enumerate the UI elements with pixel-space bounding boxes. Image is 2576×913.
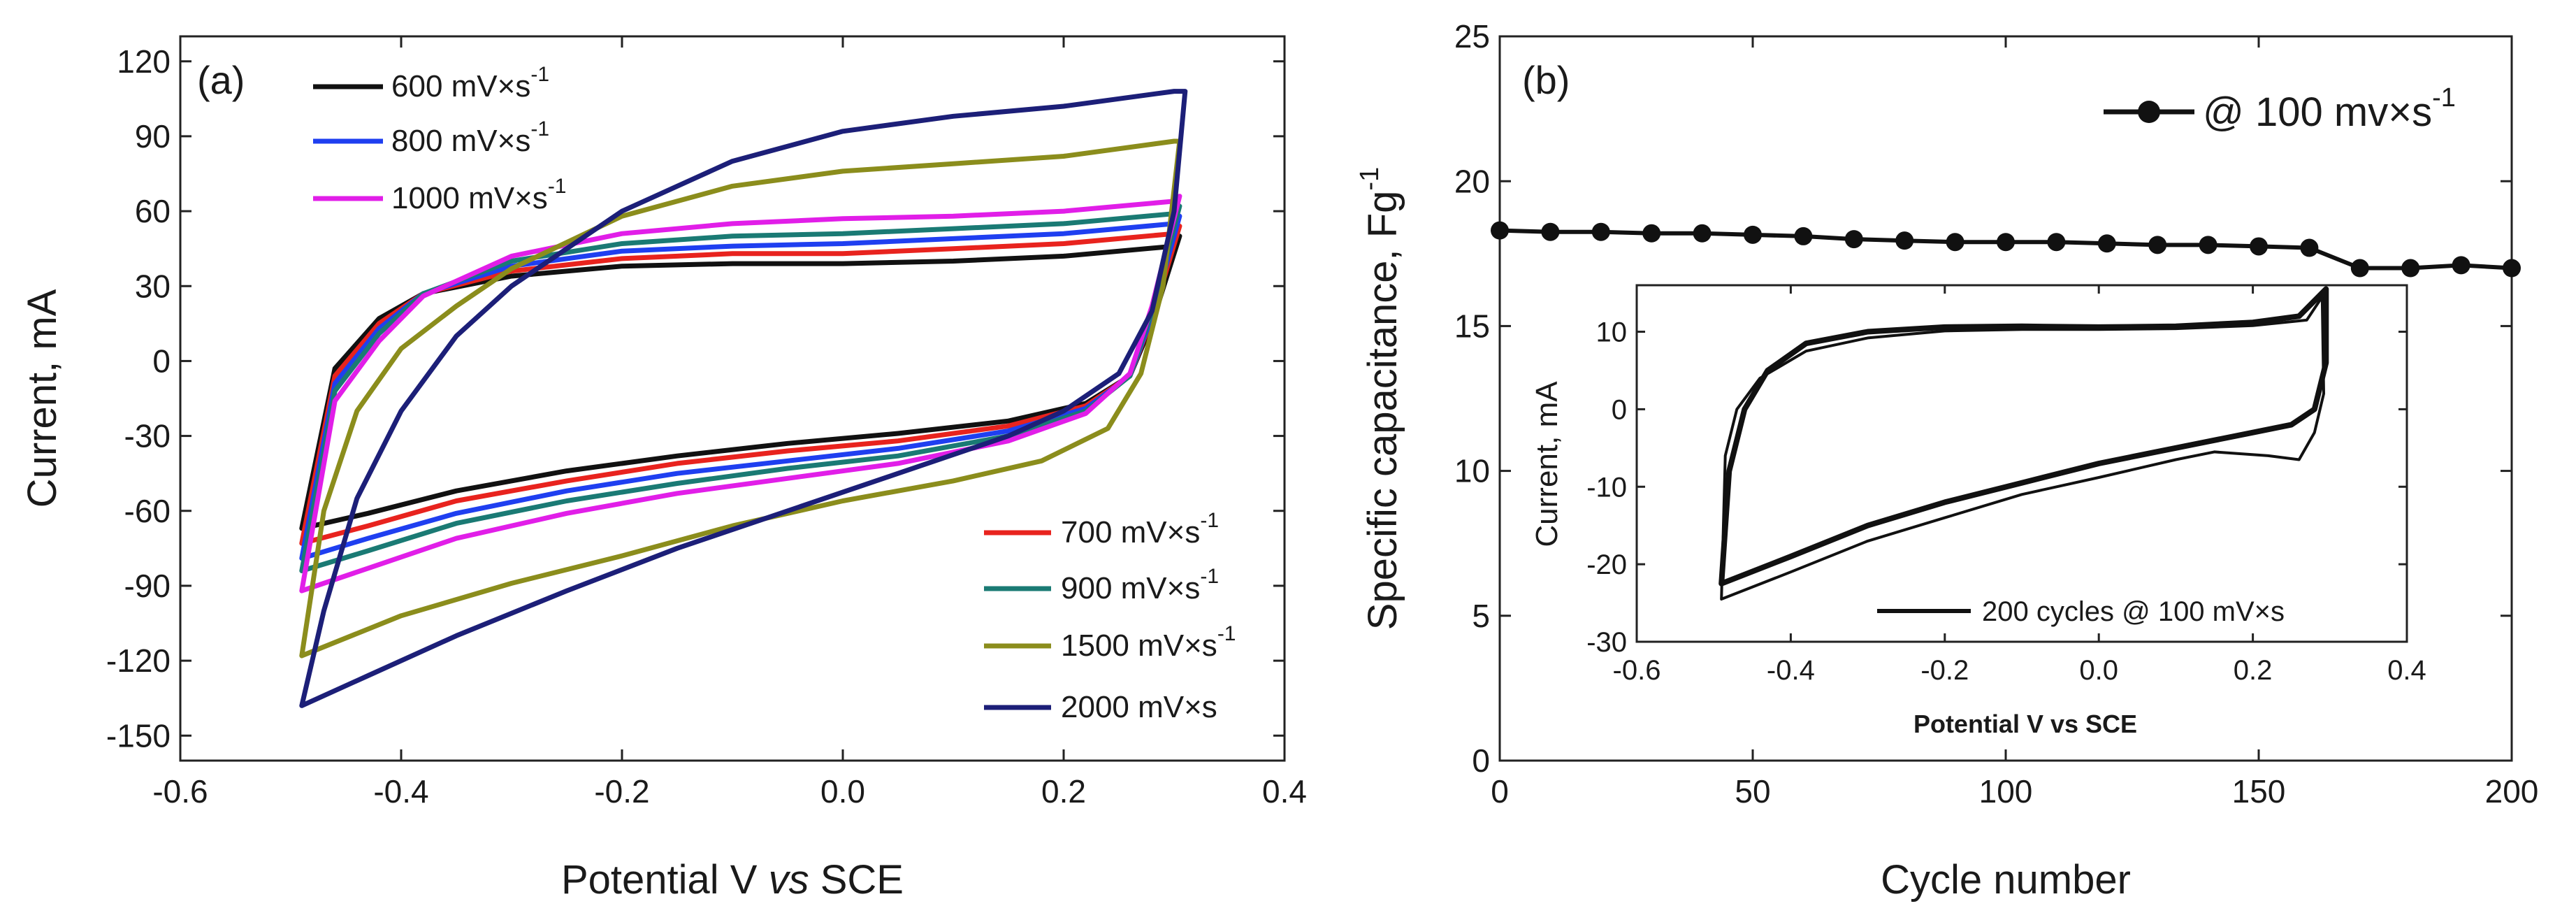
panel-a-x-tick-label: -0.2 <box>594 773 649 810</box>
capacitance-point <box>1744 225 1762 244</box>
inset-x-axis-title: Potential V vs SCE <box>1913 710 2137 738</box>
panel-a-y-tick-label: -90 <box>124 568 171 604</box>
panel-a-y-tick-label: -30 <box>124 418 171 454</box>
panel-a-x-axis-title: Potential V vs SCE <box>561 857 904 903</box>
inset-y-tick-label: -30 <box>1586 627 1627 658</box>
capacitance-point <box>2250 237 2268 256</box>
panel-b-y-tick-label: 10 <box>1454 453 1490 489</box>
capacitance-point <box>2300 238 2319 257</box>
inset-x-tick-label: -0.6 <box>1613 655 1661 686</box>
panel-b-y-tick-label: 20 <box>1454 163 1490 199</box>
inset-y-tick-label: -10 <box>1586 472 1627 503</box>
panel-b-x-tick-label: 150 <box>2232 773 2286 810</box>
panel-b-x-tick-label: 0 <box>1491 773 1509 810</box>
legend-label-1500: 1500 mV×s-1 <box>1061 622 1236 663</box>
panel-b-curves <box>1491 221 2521 278</box>
inset-x-tick-label: -0.2 <box>1920 655 1969 686</box>
legend-label-2000: 2000 mV×s <box>1061 690 1217 724</box>
panel-a-x-tick-label: -0.6 <box>152 773 208 810</box>
capacitance-point <box>2350 259 2369 278</box>
legend-left: 600 mV×s-1 800 mV×s-1 1000 mV×s-1 <box>313 63 567 215</box>
inset-y-tick-label: 10 <box>1596 317 1628 348</box>
cv-curve-800 <box>299 213 1182 561</box>
inset-curves <box>1718 286 2329 601</box>
capacitance-point <box>1591 222 1610 241</box>
inset-x-tick-label: -0.4 <box>1767 655 1815 686</box>
legend-label-700: 700 mV×s-1 <box>1061 509 1219 549</box>
panel-b-y-tick-label: 25 <box>1454 18 1490 55</box>
panel-b-label: (b) <box>1522 58 1570 102</box>
panel-a-label: (a) <box>197 58 245 102</box>
capacitance-point <box>2097 234 2116 253</box>
inset-y-tick-label: -20 <box>1586 549 1627 580</box>
panel-a-x-tick-label: -0.4 <box>373 773 428 810</box>
inset-plot: -0.6 -0.4 -0.2 0.0 0.2 0.4 -30 -20 -10 0 10 200 cy… <box>1530 284 2426 738</box>
panel-a-y-tick-label: 0 <box>152 343 171 380</box>
capacitance-point <box>2401 259 2420 278</box>
capacitance-point <box>1946 233 1964 252</box>
panel-a-ticks: -0.6 -0.4 -0.2 0.0 0.2 0.4 -150 -120 -90 -60 -30 0 3… <box>106 36 1307 810</box>
panel-a-x-tick-label: 0.0 <box>820 773 865 810</box>
panel-a-curves <box>299 89 1188 708</box>
panel-b-x-tick-label: 200 <box>2485 773 2539 810</box>
panel-b-x-axis-title: Cycle number <box>1881 857 2131 903</box>
cv-curve-1500 <box>299 138 1182 659</box>
legend-label-900: 900 mV×s-1 <box>1061 565 1219 605</box>
panel-a-y-tick-label: -150 <box>106 717 171 754</box>
panel-b-x-tick-label: 50 <box>1735 773 1770 810</box>
capacitance-point <box>2148 236 2167 254</box>
capacitance-point <box>1642 224 1661 243</box>
capacitance-point <box>1693 224 1712 243</box>
capacitance-point <box>1844 230 1863 249</box>
panel-a: -0.6 -0.4 -0.2 0.0 0.2 0.4 -150 -120 -90 -60 -30 0 3… <box>20 35 1307 903</box>
inset-cv-curve <box>1718 286 2329 587</box>
panel-a-y-tick-label: -60 <box>124 493 171 529</box>
legend-label-600: 600 mV×s-1 <box>391 63 549 103</box>
capacitance-point <box>2199 236 2217 254</box>
cv-curve-600 <box>299 233 1182 531</box>
panel-a-y-tick-label: 30 <box>135 268 171 304</box>
panel-a-y-tick-label: 120 <box>117 43 171 80</box>
panel-b-y-tick-label: 0 <box>1472 742 1490 779</box>
legend-label-800: 800 mV×s-1 <box>391 117 549 158</box>
panel-a-y-tick-label: 60 <box>135 193 171 229</box>
panel-b-x-tick-label: 100 <box>1979 773 2033 810</box>
inset-x-tick-label: 0.0 <box>2079 655 2118 686</box>
capacitance-point <box>1997 233 2015 252</box>
capacitance-point <box>1895 231 1914 250</box>
panel-b-y-tick-label: 5 <box>1472 598 1490 634</box>
panel-a-y-tick-label: 90 <box>135 118 171 154</box>
panel-b-y-axis-title: Specific capacitance, Fg-1 <box>1355 167 1405 630</box>
inset-y-tick-label: 0 <box>1612 394 1627 425</box>
inset-legend-label: 200 cycles @ 100 mV×s <box>1982 596 2285 627</box>
panel-b-legend: @ 100 mv×s-1 <box>2104 83 2456 135</box>
inset-y-axis-title: Current, mA <box>1530 381 1564 547</box>
cv-curve-2000 <box>299 89 1188 708</box>
inset-x-tick-label: 0.2 <box>2234 655 2273 686</box>
capacitance-point <box>1491 221 1509 240</box>
panel-a-y-tick-label: -120 <box>106 642 171 679</box>
legend-label-capacitance: @ 100 mv×s-1 <box>2203 83 2456 135</box>
inset-ticks: -0.6 -0.4 -0.2 0.0 0.2 0.4 -30 -20 -10 0 10 <box>1586 285 2426 686</box>
panel-b-y-tick-label: 15 <box>1454 308 1490 345</box>
inset-x-tick-label: 0.4 <box>2387 655 2426 686</box>
capacitance-point <box>2047 233 2066 252</box>
cv-curve-700 <box>299 224 1182 546</box>
legend-label-1000: 1000 mV×s-1 <box>391 175 567 215</box>
legend-right: 700 mV×s-1 900 mV×s-1 1500 mV×s-1 2000 m… <box>984 509 1236 724</box>
panel-a-x-tick-label: 0.4 <box>1262 773 1307 810</box>
capacitance-point <box>1541 222 1560 241</box>
capacitance-point <box>1794 227 1813 245</box>
capacitance-point <box>2503 259 2521 278</box>
capacitance-point <box>2452 256 2470 275</box>
panel-a-y-axis-title: Current, mA <box>20 289 65 508</box>
cv-curve-1000 <box>299 194 1182 594</box>
legend-marker-capacitance <box>2138 101 2160 123</box>
panel-a-x-tick-label: 0.2 <box>1041 773 1086 810</box>
inset-cv-curve <box>1720 295 2325 601</box>
